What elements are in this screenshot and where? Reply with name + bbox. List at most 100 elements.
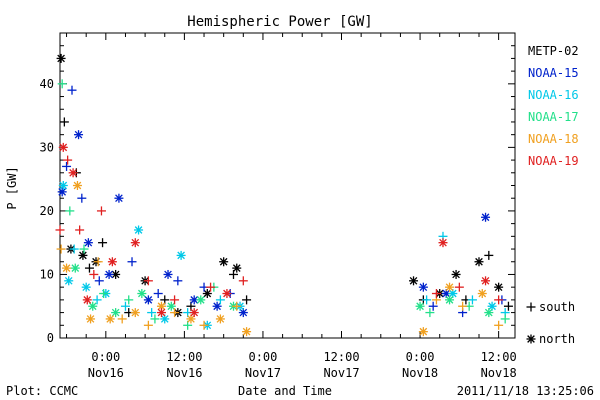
data-point (57, 79, 67, 89)
data-point (98, 238, 108, 248)
data-point (153, 289, 163, 299)
data-point (215, 295, 225, 305)
data-point (458, 301, 468, 311)
x-tick-date-label: Nov17 (323, 366, 359, 380)
data-point (189, 308, 199, 318)
data-point (232, 301, 242, 311)
data-point (89, 269, 99, 279)
data-point (93, 257, 103, 267)
data-point (64, 276, 74, 286)
data-point (445, 282, 455, 292)
data-point (57, 187, 67, 197)
x-tick-time-label: 12:00 (166, 350, 202, 364)
y-tick-label: 0 (47, 331, 54, 345)
data-point (99, 289, 109, 299)
data-point (88, 301, 98, 311)
data-point (124, 295, 134, 305)
legend-entry: NOAA-16 (528, 88, 579, 102)
data-point (160, 314, 170, 324)
data-point (215, 314, 225, 324)
data-point (438, 238, 448, 248)
y-axis-label: P [GW] (5, 166, 19, 209)
data-point (500, 314, 510, 324)
data-point (120, 301, 130, 311)
x-tick-date-label: Nov16 (166, 366, 202, 380)
data-point (86, 314, 96, 324)
data-point (63, 155, 73, 165)
data-point (117, 314, 127, 324)
data-point (484, 250, 494, 260)
data-point (445, 295, 455, 305)
data-point (503, 301, 513, 311)
data-point (418, 327, 428, 337)
data-point (422, 295, 432, 305)
data-point (494, 295, 504, 305)
data-point (107, 257, 117, 267)
south-legend-label: south (539, 300, 575, 314)
x-tick-date-label: Nov16 (88, 366, 124, 380)
x-tick-date-label: Nov18 (481, 366, 517, 380)
data-point (409, 276, 419, 286)
data-point (134, 225, 144, 235)
footer-timestamp: 2011/11/18 13:25:06 (457, 384, 594, 398)
data-point (84, 263, 94, 273)
data-point (82, 295, 92, 305)
data-point (212, 301, 222, 311)
data-point (75, 225, 85, 235)
south-marker-glyph (526, 302, 536, 312)
data-point (166, 301, 176, 311)
data-point (156, 301, 166, 311)
data-point (232, 263, 242, 273)
north-marker-icon (526, 334, 536, 344)
data-point (474, 257, 484, 267)
marker-legend: south north (526, 300, 575, 346)
y-tick-label: 40 (40, 77, 54, 91)
data-point (67, 85, 77, 95)
data-point (96, 206, 106, 216)
data-point (147, 308, 157, 318)
data-point (428, 301, 438, 311)
x-tick-date-label: Nov18 (402, 366, 438, 380)
legend-entry: NOAA-18 (528, 132, 579, 146)
data-point (58, 181, 68, 190)
x-tick-time-label: 0:00 (248, 350, 277, 364)
series-legend: METP-02 NOAA-15 NOAA-16 NOAA-17 NOAA-18 NOAA-… (528, 44, 579, 168)
data-point (104, 269, 114, 279)
data-point (111, 308, 121, 318)
data-point (58, 142, 68, 152)
north-legend-label: north (539, 332, 575, 346)
data-point (69, 244, 79, 254)
data-markers (55, 53, 513, 337)
data-point (70, 263, 80, 273)
y-axis: 0 10 20 30 40 (40, 32, 515, 345)
x-tick-time-label: 0:00 (406, 350, 435, 364)
data-point (222, 289, 232, 299)
x-tick-time-label: 0:00 (91, 350, 120, 364)
data-point (68, 168, 78, 178)
data-point (143, 276, 153, 286)
y-tick-label: 10 (40, 267, 54, 281)
data-point (173, 276, 183, 286)
data-point (219, 257, 229, 267)
data-point (467, 295, 477, 305)
data-point (130, 308, 140, 318)
footer-plot-credit: Plot: CCMC (6, 384, 78, 398)
data-point (150, 314, 160, 324)
data-point (79, 244, 89, 254)
data-point (65, 206, 75, 216)
data-point (83, 238, 93, 248)
data-point (74, 130, 84, 140)
data-point (425, 308, 435, 318)
chart-title: Hemispheric Power [GW] (187, 14, 372, 30)
data-point (196, 295, 206, 305)
data-point (56, 244, 66, 254)
south-marker-icon (526, 302, 536, 312)
data-point (130, 238, 140, 248)
x-tick-time-label: 12:00 (323, 350, 359, 364)
data-point (56, 53, 66, 63)
data-point (418, 282, 428, 292)
data-point (487, 301, 497, 311)
x-axis: 0:00 Nov16 12:00 Nov16 0:00 Nov17 12:00 Nov17 0:… (66, 33, 517, 380)
data-point (163, 269, 173, 279)
data-point (176, 250, 186, 260)
